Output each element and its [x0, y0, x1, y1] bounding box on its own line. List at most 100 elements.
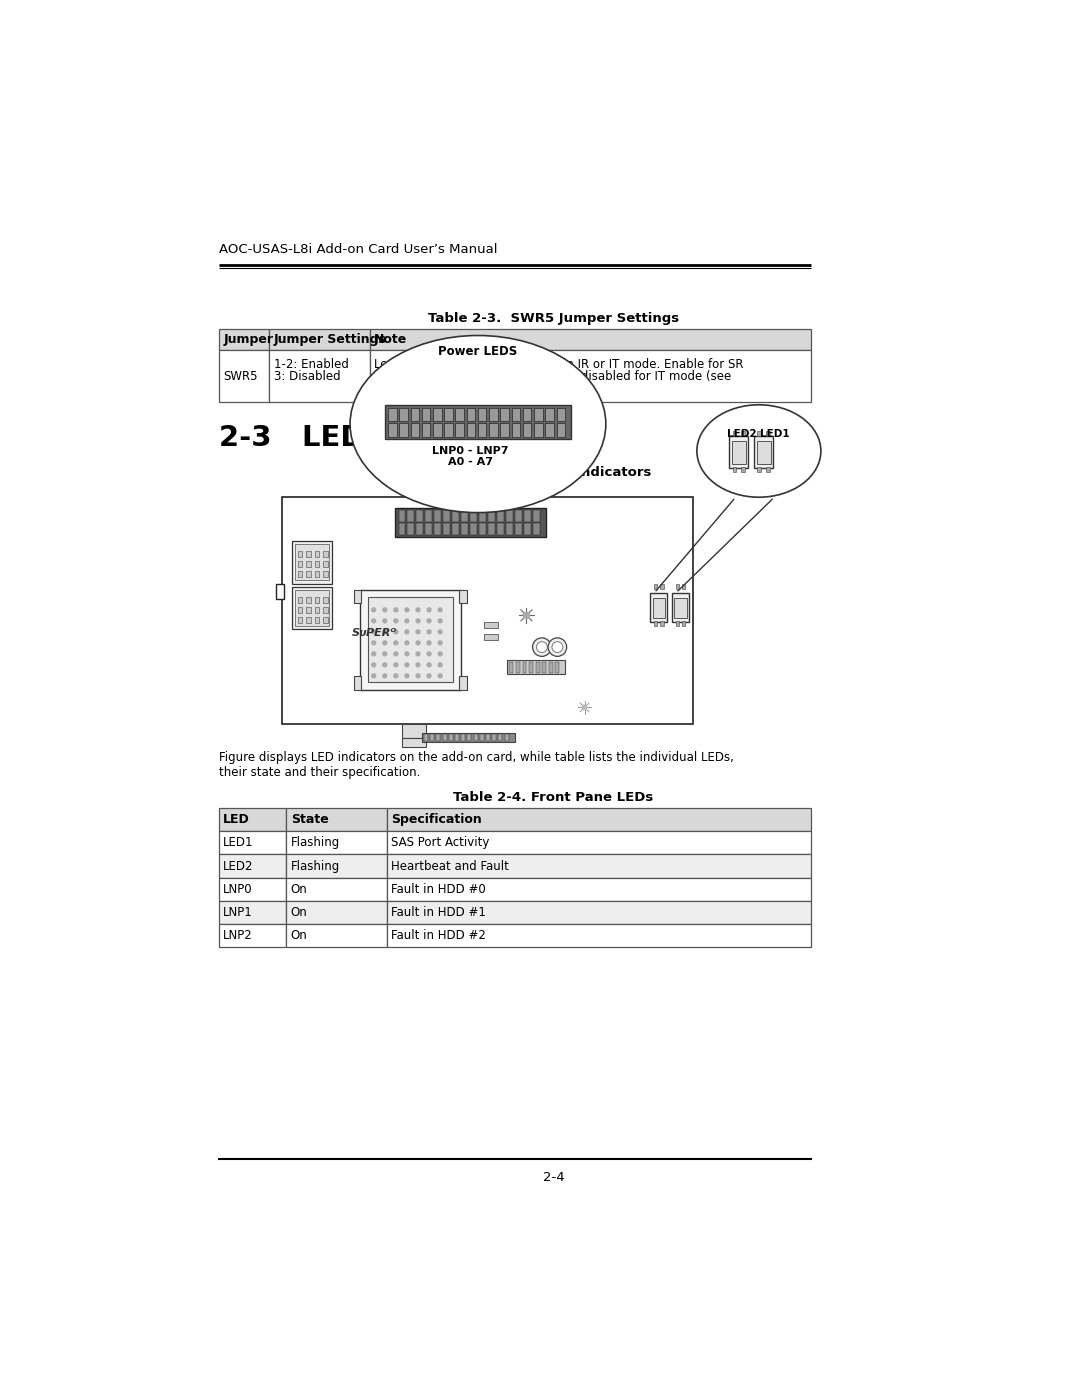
Bar — [488, 510, 495, 522]
Bar — [417, 524, 423, 535]
Circle shape — [405, 673, 409, 678]
Bar — [661, 584, 663, 590]
Circle shape — [438, 673, 442, 678]
Circle shape — [537, 641, 548, 652]
Bar — [369, 351, 811, 402]
Bar — [555, 662, 559, 673]
Bar — [394, 509, 545, 538]
Text: On: On — [291, 883, 308, 895]
Bar — [295, 545, 328, 580]
Bar — [500, 423, 509, 437]
Bar — [360, 590, 460, 690]
Bar — [661, 622, 663, 626]
Bar — [218, 831, 286, 855]
Bar — [444, 423, 453, 437]
Circle shape — [394, 664, 397, 666]
Text: Fault in HDD #1: Fault in HDD #1 — [391, 905, 486, 919]
Bar — [507, 661, 565, 675]
Text: LED2: LED2 — [224, 859, 254, 873]
Bar — [387, 809, 811, 831]
Text: Figure displays LED indicators on the add-on card, while table lists the individ: Figure displays LED indicators on the ad… — [218, 752, 733, 780]
Bar — [732, 441, 745, 464]
Bar — [556, 408, 565, 422]
Bar — [286, 877, 387, 901]
Circle shape — [438, 641, 442, 645]
Bar — [314, 597, 320, 602]
Text: Note: Note — [375, 332, 407, 346]
Circle shape — [405, 641, 409, 645]
Text: LED1: LED1 — [759, 429, 789, 439]
Circle shape — [427, 673, 431, 678]
Bar — [654, 584, 658, 590]
Text: ).: ). — [408, 383, 417, 395]
Bar — [757, 467, 761, 472]
Bar — [387, 831, 811, 855]
Circle shape — [416, 630, 420, 634]
Bar — [369, 328, 811, 351]
Text: Table 2-4. Front Pane LEDs: Table 2-4. Front Pane LEDs — [454, 791, 653, 805]
Circle shape — [438, 664, 442, 666]
Text: State: State — [291, 813, 328, 827]
Text: Table 2-3.  SWR5 Jumper Settings: Table 2-3. SWR5 Jumper Settings — [428, 312, 679, 324]
Bar — [314, 552, 320, 557]
Bar — [556, 423, 565, 437]
Bar — [323, 571, 328, 577]
Bar — [732, 432, 737, 436]
Bar — [417, 510, 423, 522]
Bar — [453, 524, 459, 535]
Bar — [683, 584, 685, 590]
Circle shape — [582, 705, 586, 710]
Bar — [403, 725, 426, 738]
Bar — [484, 634, 498, 640]
Text: LNP2: LNP2 — [224, 929, 253, 942]
Bar — [461, 524, 469, 535]
Bar — [741, 432, 745, 436]
Bar — [535, 408, 542, 422]
Text: 2-4: 2-4 — [542, 1171, 565, 1183]
Circle shape — [427, 652, 431, 655]
Bar — [307, 571, 311, 577]
Bar — [292, 541, 332, 584]
Text: Flashing: Flashing — [291, 837, 340, 849]
Text: AOC-USAS-L8i Add-on Card User’s Manual: AOC-USAS-L8i Add-on Card User’s Manual — [218, 243, 497, 256]
Bar — [467, 408, 475, 422]
Circle shape — [394, 630, 397, 634]
Bar — [444, 408, 453, 422]
Circle shape — [405, 664, 409, 666]
Bar — [545, 408, 554, 422]
Bar — [512, 408, 521, 422]
Bar — [480, 524, 486, 535]
Bar — [422, 423, 430, 437]
Bar — [461, 735, 465, 740]
Text: mode operation. Default setting is disabled for IT mode (see: mode operation. Default setting is disab… — [375, 370, 731, 383]
Bar — [218, 901, 286, 923]
Circle shape — [548, 638, 567, 657]
Bar — [443, 524, 450, 535]
Bar — [367, 598, 453, 682]
Bar — [286, 923, 387, 947]
Bar — [545, 423, 554, 437]
Circle shape — [382, 673, 387, 678]
Bar — [489, 423, 498, 437]
Bar — [422, 733, 515, 742]
Text: 3: Disabled: 3: Disabled — [273, 370, 340, 383]
Bar — [459, 676, 467, 690]
Circle shape — [394, 652, 397, 655]
Bar — [510, 662, 513, 673]
Circle shape — [552, 641, 563, 652]
Bar — [298, 616, 302, 623]
Bar — [407, 524, 415, 535]
Circle shape — [532, 638, 551, 657]
Bar — [757, 441, 770, 464]
Circle shape — [394, 608, 397, 612]
Circle shape — [524, 612, 529, 619]
Bar — [218, 809, 286, 831]
Bar — [516, 662, 519, 673]
Circle shape — [427, 641, 431, 645]
Bar — [453, 510, 459, 522]
Circle shape — [438, 619, 442, 623]
Text: LED: LED — [224, 813, 251, 827]
Bar — [387, 855, 811, 877]
Bar — [298, 552, 302, 557]
Bar — [298, 571, 302, 577]
